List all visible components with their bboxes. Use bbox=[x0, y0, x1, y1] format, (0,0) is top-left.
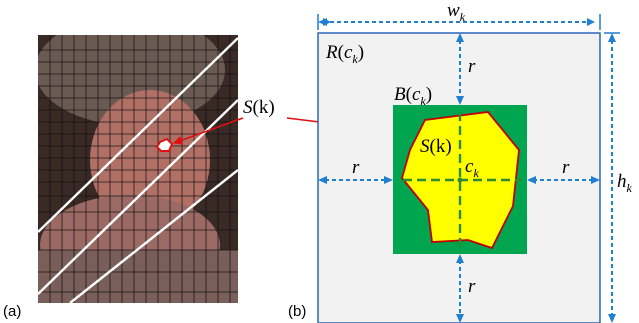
panel-a: (a) S(k) bbox=[3, 35, 426, 320]
segmented-portrait-image bbox=[38, 35, 238, 303]
height-label: hk bbox=[617, 171, 633, 195]
outer-region-label: R(ck) bbox=[325, 42, 364, 66]
panel-b-caption: (b) bbox=[288, 303, 306, 320]
region-label: S(k) bbox=[420, 136, 452, 157]
r-top-label: r bbox=[468, 56, 476, 77]
r-right-label: r bbox=[562, 157, 570, 178]
panel-b: wk hk R(ck) B(ck) S(k) ck bbox=[288, 0, 633, 323]
r-bottom-label: r bbox=[468, 276, 476, 297]
inner-block-label: B(ck) bbox=[394, 84, 432, 108]
center-label: ck bbox=[465, 156, 479, 180]
panel-a-region-label: S(k) bbox=[243, 97, 275, 118]
highlighted-superpixel bbox=[155, 137, 174, 152]
center-point bbox=[457, 177, 463, 183]
r-left-label: r bbox=[352, 157, 360, 178]
connector-to-panel-a bbox=[173, 117, 244, 145]
width-label: wk bbox=[447, 0, 466, 24]
panel-a-caption: (a) bbox=[3, 303, 21, 320]
